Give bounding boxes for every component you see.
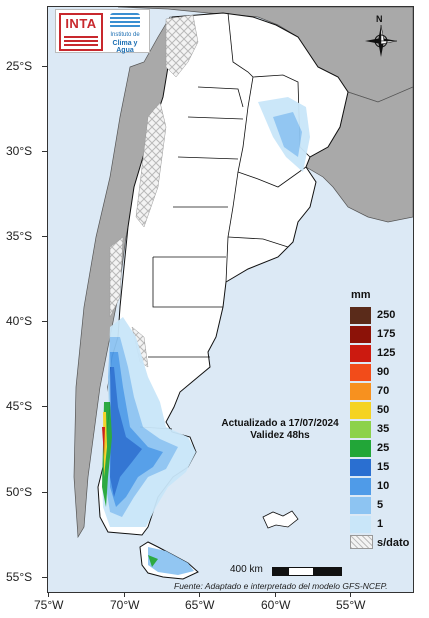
inta-logo-stripes: [64, 36, 98, 46]
legend-label: 25: [377, 442, 390, 454]
lat-tick: [42, 321, 47, 322]
map-canvas: [73, 7, 413, 580]
legend-label: 90: [377, 366, 390, 378]
precipitation-field: [102, 97, 310, 575]
lat-tick: [42, 236, 47, 237]
legend-swatch: [350, 326, 371, 343]
precipitation-legend: mm 250 175 125 90 70 50 35 25 15 10 5 1 s/dato: [347, 289, 411, 561]
lon-label-70: 70°W: [110, 598, 140, 612]
lat-label-50: 50°S: [6, 485, 33, 499]
legend-label: 125: [377, 347, 396, 359]
lat-label-35: 35°S: [6, 229, 33, 243]
legend-swatch: [350, 440, 371, 457]
lat-label-30: 30°S: [6, 144, 33, 158]
lon-tick: [275, 592, 276, 597]
legend-swatch: [350, 364, 371, 381]
legend-swatch: [350, 497, 371, 514]
legend-swatch: [350, 535, 373, 549]
lat-tick: [42, 66, 47, 67]
legend-swatch: [350, 421, 371, 438]
data-source: Fuente: Adaptado e interpretado del mode…: [174, 581, 388, 591]
lat-label-40: 40°S: [6, 314, 33, 328]
legend-label: 70: [377, 385, 390, 397]
inta-logo-text: INTA: [65, 16, 97, 31]
legend-label: 250: [377, 309, 396, 321]
inta-logo: INTA: [59, 13, 103, 51]
lat-tick: [42, 151, 47, 152]
legend-label: 15: [377, 461, 390, 473]
lon-tick: [199, 592, 200, 597]
legend-label: s/dato: [377, 537, 410, 549]
clima-agua-logo: Instituto de Clima y Agua: [104, 13, 146, 54]
lat-tick: [42, 492, 47, 493]
lat-tick: [42, 406, 47, 407]
legend-swatch: [350, 516, 371, 533]
legend-label: 10: [377, 480, 390, 492]
lon-tick: [124, 592, 125, 597]
legend-label: 5: [377, 499, 384, 511]
lon-tick: [48, 592, 49, 597]
water-waves-icon: [110, 13, 140, 29]
legend-label: 1: [377, 518, 384, 530]
no-data-areas: [109, 14, 199, 368]
legend-label: 50: [377, 404, 390, 416]
legend-swatch: [350, 478, 371, 495]
lat-label-25: 25°S: [6, 59, 33, 73]
legend-swatch: [350, 307, 371, 324]
legend-swatch: [350, 345, 371, 362]
north-arrow: N: [364, 14, 398, 58]
malvinas-islands: [262, 510, 299, 529]
clima-logo-line2: Clima y Agua: [112, 40, 138, 54]
lat-label-55: 55°S: [6, 570, 33, 584]
lon-label-60: 60°W: [261, 598, 291, 612]
scale-segment: [314, 567, 342, 576]
legend-swatch: [350, 402, 371, 419]
legend-label: 175: [377, 328, 396, 340]
legend-unit: mm: [351, 289, 371, 301]
legend-swatch: [350, 459, 371, 476]
lat-tick: [42, 577, 47, 578]
scale-bar: 400 km: [230, 564, 344, 577]
north-label: N: [376, 14, 383, 24]
lon-label-55: 55°W: [336, 598, 366, 612]
scale-segment: [288, 567, 314, 576]
scale-segment: [272, 567, 288, 576]
validity-period: Validez 48hs: [250, 430, 310, 441]
compass-rose-icon: [365, 24, 398, 57]
legend-label: 35: [377, 423, 390, 435]
legend-swatch: [350, 383, 371, 400]
map-panel: [47, 6, 414, 593]
lon-tick: [350, 592, 351, 597]
lon-label-65: 65°W: [185, 598, 215, 612]
updated-date: Actualizado a 17/07/2024: [221, 418, 339, 429]
lon-label-75: 75°W: [34, 598, 64, 612]
scale-label: 400 km: [230, 564, 263, 575]
validity-annotation: Actualizado a 17/07/2024 Validez 48hs: [210, 418, 350, 442]
lat-label-45: 45°S: [6, 399, 33, 413]
clima-logo-line1: Instituto de: [110, 32, 140, 38]
logo-panel: INTA Instituto de Clima y Agua: [55, 9, 150, 54]
